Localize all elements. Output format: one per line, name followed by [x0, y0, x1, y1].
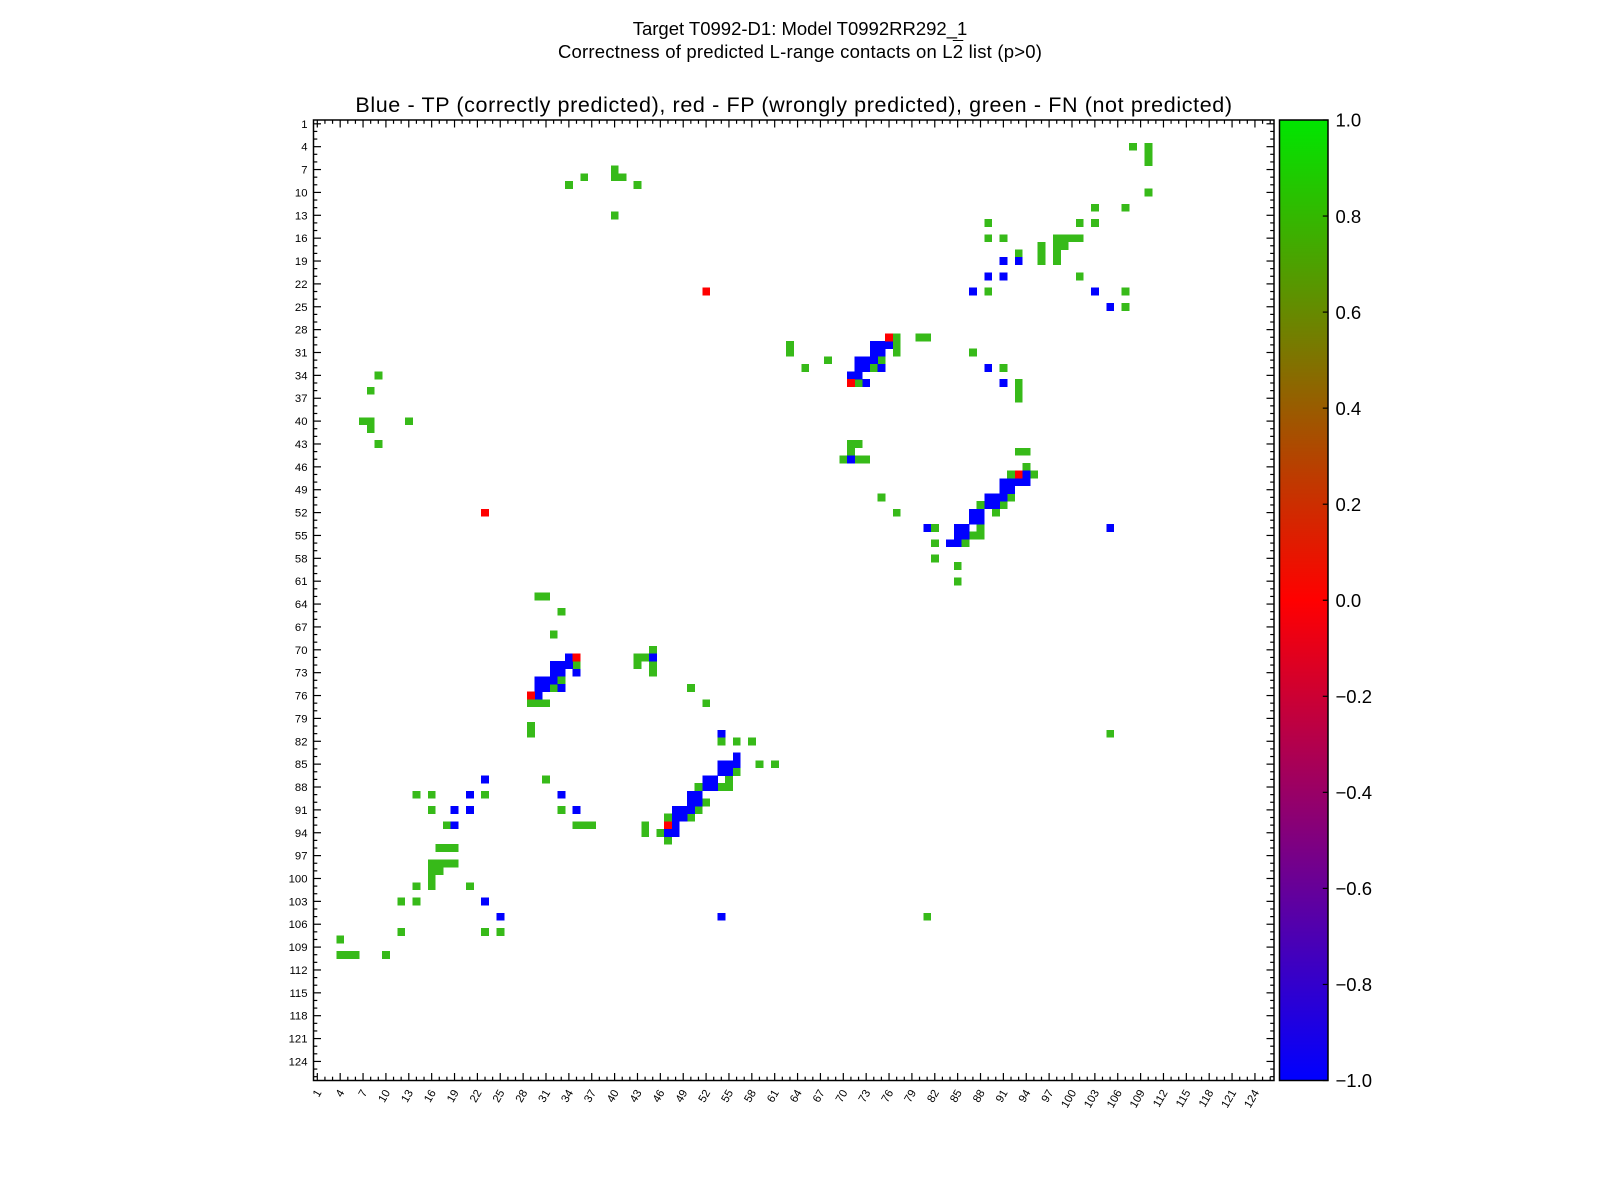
svg-text:28: 28 — [295, 325, 308, 337]
svg-text:19: 19 — [295, 256, 308, 268]
svg-text:49: 49 — [674, 1088, 691, 1105]
svg-text:67: 67 — [811, 1088, 828, 1105]
svg-text:121: 121 — [289, 1034, 308, 1046]
svg-text:16: 16 — [422, 1088, 439, 1105]
svg-text:31: 31 — [537, 1088, 554, 1105]
svg-text:28: 28 — [514, 1088, 531, 1105]
svg-text:1: 1 — [301, 119, 307, 131]
svg-text:94: 94 — [295, 828, 308, 840]
svg-text:31: 31 — [295, 348, 308, 360]
svg-text:4: 4 — [334, 1088, 348, 1099]
svg-text:7: 7 — [301, 165, 307, 177]
svg-text:103: 103 — [1082, 1088, 1102, 1110]
svg-text:100: 100 — [1059, 1088, 1079, 1110]
svg-text:106: 106 — [1105, 1088, 1125, 1110]
svg-text:109: 109 — [1128, 1088, 1148, 1110]
svg-text:79: 79 — [295, 713, 308, 725]
svg-text:25: 25 — [491, 1088, 508, 1105]
svg-text:13: 13 — [295, 210, 308, 222]
svg-text:22: 22 — [295, 279, 308, 291]
svg-text:0.2: 0.2 — [1336, 494, 1362, 515]
svg-text:0.0: 0.0 — [1336, 590, 1362, 611]
svg-text:70: 70 — [295, 645, 308, 657]
svg-text:82: 82 — [295, 736, 308, 748]
svg-text:112: 112 — [1151, 1088, 1170, 1110]
svg-text:49: 49 — [295, 485, 308, 497]
svg-text:37: 37 — [582, 1088, 599, 1105]
svg-text:76: 76 — [880, 1088, 897, 1105]
svg-text:109: 109 — [289, 942, 308, 954]
svg-text:37: 37 — [295, 393, 308, 405]
svg-text:55: 55 — [719, 1088, 736, 1105]
svg-text:79: 79 — [902, 1088, 919, 1105]
svg-text:76: 76 — [295, 691, 308, 703]
svg-text:67: 67 — [295, 622, 308, 634]
svg-text:82: 82 — [925, 1088, 942, 1105]
svg-text:91: 91 — [295, 805, 308, 817]
svg-text:1.0: 1.0 — [1336, 110, 1362, 131]
svg-text:−0.6: −0.6 — [1336, 878, 1373, 899]
svg-text:121: 121 — [1219, 1088, 1239, 1110]
svg-text:85: 85 — [295, 759, 308, 771]
svg-text:94: 94 — [1017, 1088, 1034, 1105]
svg-text:0.6: 0.6 — [1336, 302, 1362, 323]
svg-text:64: 64 — [295, 599, 308, 611]
svg-text:13: 13 — [399, 1088, 416, 1105]
svg-text:58: 58 — [742, 1088, 759, 1105]
svg-text:−0.4: −0.4 — [1336, 782, 1373, 803]
svg-text:34: 34 — [295, 370, 308, 382]
svg-text:88: 88 — [295, 782, 308, 794]
svg-text:10: 10 — [376, 1088, 393, 1105]
svg-text:−0.2: −0.2 — [1336, 686, 1373, 707]
svg-text:22: 22 — [468, 1088, 485, 1105]
svg-text:43: 43 — [628, 1088, 645, 1105]
svg-text:124: 124 — [1242, 1088, 1262, 1110]
svg-text:70: 70 — [834, 1088, 851, 1105]
svg-text:34: 34 — [559, 1088, 576, 1105]
svg-text:97: 97 — [295, 851, 308, 863]
svg-text:55: 55 — [295, 530, 308, 542]
svg-text:91: 91 — [994, 1088, 1011, 1105]
svg-text:106: 106 — [289, 919, 308, 931]
svg-text:46: 46 — [295, 462, 308, 474]
svg-text:52: 52 — [697, 1088, 714, 1105]
svg-text:58: 58 — [295, 553, 308, 565]
svg-text:118: 118 — [1197, 1088, 1216, 1110]
svg-text:19: 19 — [445, 1088, 462, 1105]
svg-text:97: 97 — [1040, 1088, 1057, 1105]
svg-text:73: 73 — [295, 668, 308, 680]
svg-text:40: 40 — [295, 416, 308, 428]
svg-text:124: 124 — [289, 1056, 308, 1068]
svg-text:10: 10 — [295, 187, 308, 199]
svg-text:−1.0: −1.0 — [1336, 1070, 1373, 1091]
svg-text:112: 112 — [289, 965, 307, 977]
svg-text:64: 64 — [788, 1088, 805, 1105]
svg-text:4: 4 — [301, 142, 307, 154]
svg-text:61: 61 — [765, 1088, 782, 1105]
svg-text:0.8: 0.8 — [1336, 206, 1362, 227]
svg-text:103: 103 — [289, 896, 308, 908]
svg-text:25: 25 — [295, 302, 308, 314]
svg-text:85: 85 — [948, 1088, 965, 1105]
svg-text:52: 52 — [295, 508, 308, 520]
svg-text:40: 40 — [605, 1088, 622, 1105]
svg-text:7: 7 — [357, 1088, 371, 1099]
svg-text:43: 43 — [295, 439, 308, 451]
svg-text:88: 88 — [971, 1088, 988, 1105]
svg-text:118: 118 — [289, 1011, 307, 1023]
svg-text:46: 46 — [651, 1088, 668, 1105]
svg-text:115: 115 — [289, 988, 307, 1000]
svg-text:61: 61 — [295, 576, 308, 588]
svg-text:73: 73 — [857, 1088, 874, 1105]
svg-text:100: 100 — [289, 873, 308, 885]
svg-text:0.4: 0.4 — [1336, 398, 1362, 419]
svg-text:16: 16 — [295, 233, 308, 245]
svg-text:−0.8: −0.8 — [1336, 974, 1373, 995]
svg-text:1: 1 — [311, 1088, 325, 1099]
svg-text:115: 115 — [1174, 1088, 1193, 1110]
